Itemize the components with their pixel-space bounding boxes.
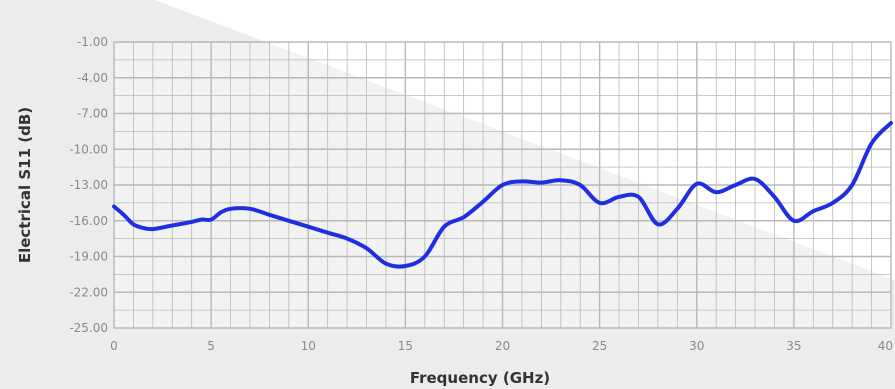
y-tick-label: -4.00	[77, 71, 108, 85]
x-tick-label: 35	[786, 339, 801, 353]
y-tick-label: -25.00	[69, 321, 108, 335]
x-tick-label: 5	[207, 339, 215, 353]
x-tick-label: 40	[878, 339, 893, 353]
gridlines	[113, 41, 892, 329]
y-axis-title: Electrical S11 (dB)	[16, 107, 34, 263]
x-axis-title: Frequency (GHz)	[410, 369, 550, 387]
x-tick-label: 10	[301, 339, 316, 353]
x-tick-label: 0	[110, 339, 118, 353]
y-tick-label: -10.00	[69, 142, 108, 156]
y-tick-label: -13.00	[69, 178, 108, 192]
y-tick-labels: -1.00 -4.00 -7.00 -10.00 -13.00 -16.00 -19.00 -…	[69, 35, 108, 335]
x-tick-label: 25	[592, 339, 607, 353]
y-tick-label: -7.00	[77, 107, 108, 121]
y-tick-label: -16.00	[69, 214, 108, 228]
x-tick-label: 30	[689, 339, 704, 353]
y-tick-label: -1.00	[77, 35, 108, 49]
x-tick-label: 15	[398, 339, 413, 353]
y-tick-label: -22.00	[69, 285, 108, 299]
y-tick-label: -19.00	[69, 250, 108, 264]
s11-series-line	[112, 121, 893, 269]
x-tick-label: 20	[495, 339, 510, 353]
x-tick-labels: 0 5 10 15 20 25 30 35 40	[110, 339, 893, 353]
